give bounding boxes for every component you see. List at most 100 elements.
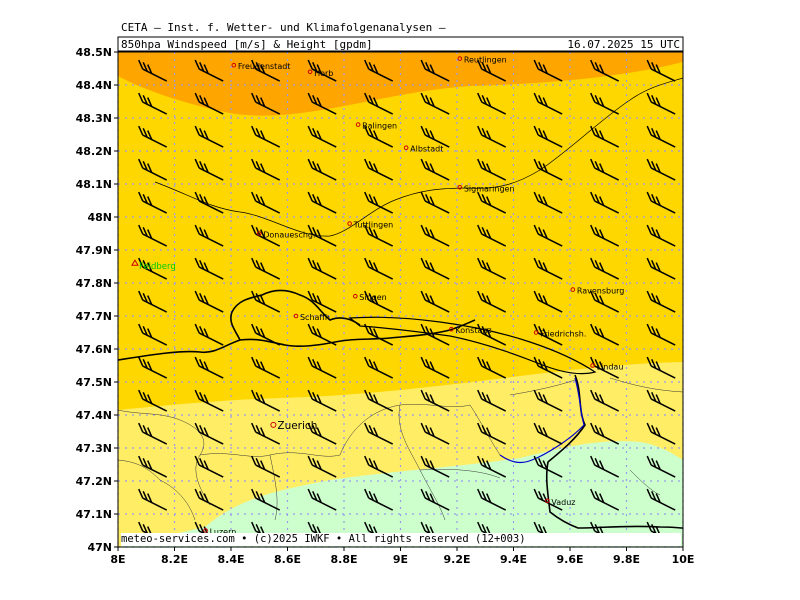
wind-barb <box>420 59 450 82</box>
wind-barb <box>420 125 450 148</box>
wind-barb <box>590 323 620 346</box>
wind-barb <box>590 290 620 313</box>
wind-barb <box>533 323 563 346</box>
wind-barb <box>364 389 394 412</box>
wind-barb <box>477 455 507 478</box>
lon-tick-label: 8.2E <box>161 553 188 566</box>
wind-barb <box>590 356 620 379</box>
city-marker: Donaueschg. <box>256 231 316 240</box>
wind-barb <box>307 59 337 82</box>
wind-barb <box>138 323 168 346</box>
city-label: Sigmaringen <box>464 184 515 193</box>
city-markers: Reutlingen Freudenstadt Horb Balingen Albsta… <box>131 56 624 537</box>
wind-barb <box>533 290 563 313</box>
wind-barb <box>533 455 563 478</box>
valid-time-label: 16.07.2025 15 UTC <box>567 38 680 51</box>
city-marker: Horb <box>307 69 333 78</box>
wind-barb <box>646 422 676 445</box>
wind-barb <box>307 257 337 280</box>
lat-tick-label: 47.1N <box>76 508 112 521</box>
wind-barb <box>477 389 507 412</box>
credit-footer: meteo-services.com • (c)2025 IWKF • All … <box>121 533 681 546</box>
wind-barb <box>194 389 224 412</box>
city-marker: Zuerich <box>270 420 317 432</box>
wind-barb <box>138 125 168 148</box>
lon-tick-label: 10E <box>672 553 695 566</box>
wind-barb <box>477 92 507 115</box>
lat-tick-label: 47.4N <box>76 409 112 422</box>
wind-barb <box>533 158 563 181</box>
city-marker: Lindau <box>590 363 624 372</box>
wind-barb <box>533 125 563 148</box>
wind-barb <box>307 92 337 115</box>
wind-barb <box>533 422 563 445</box>
header-box <box>117 36 684 52</box>
wind-barb <box>477 191 507 214</box>
city-marker: Reutlingen <box>457 56 507 65</box>
wind-barb <box>251 389 281 412</box>
wind-barb <box>477 488 507 511</box>
city-label: Freudenstadt <box>238 62 291 71</box>
lat-tick-label: 47.8N <box>76 277 112 290</box>
wind-barb <box>364 158 394 181</box>
wind-barb <box>646 290 676 313</box>
lat-tick-label: 48N <box>87 211 112 224</box>
lat-tick-label: 47.2N <box>76 475 112 488</box>
lat-tick-label: 48.2N <box>76 145 112 158</box>
summit-label: Feldberg <box>139 262 176 272</box>
city-label: Konstanz <box>455 326 491 335</box>
city-label: Reutlingen <box>464 56 507 65</box>
parameter-label: 850hpa Windspeed [m/s] & Height [gpdm] <box>121 38 373 51</box>
wind-barbs <box>138 59 676 544</box>
wind-barb <box>477 224 507 247</box>
wind-barb <box>590 158 620 181</box>
wind-barb <box>420 455 450 478</box>
wind-barb <box>477 158 507 181</box>
wind-barb <box>646 224 676 247</box>
wind-barb <box>138 224 168 247</box>
wind-barb <box>251 290 281 313</box>
lat-tick-label: 47.6N <box>76 343 112 356</box>
city-label: Lindau <box>597 363 624 372</box>
wind-barb <box>533 59 563 82</box>
wind-barb <box>138 488 168 511</box>
lon-tick-label: 8E <box>110 553 125 566</box>
city-marker: Sigmaringen <box>457 184 515 193</box>
wind-barb <box>420 290 450 313</box>
wind-barb <box>590 455 620 478</box>
wind-barb <box>194 455 224 478</box>
wind-barb <box>646 59 676 82</box>
wind-barb <box>194 257 224 280</box>
wind-barb <box>646 488 676 511</box>
wind-barb <box>646 257 676 280</box>
wind-barb <box>590 257 620 280</box>
borders-and-rivers <box>118 77 683 529</box>
wind-barb <box>533 356 563 379</box>
city-marker: Singen <box>353 293 387 302</box>
wind-barb <box>194 290 224 313</box>
wind-barb <box>420 422 450 445</box>
wind-barb <box>138 257 168 280</box>
wind-barb <box>364 191 394 214</box>
wind-barb <box>194 422 224 445</box>
city-marker: Balingen <box>355 122 397 131</box>
wind-barb <box>646 92 676 115</box>
city-label: Luzern <box>210 528 237 537</box>
wind-barb <box>138 290 168 313</box>
wind-barb <box>251 191 281 214</box>
city-marker: Luzern <box>203 528 237 537</box>
wind-barb <box>364 92 394 115</box>
wind-barb <box>533 191 563 214</box>
wind-barb <box>533 389 563 412</box>
city-label: Tuttlingen <box>353 221 394 230</box>
lat-tick-label: 47.7N <box>76 310 112 323</box>
wind-barb <box>533 488 563 511</box>
wind-barb <box>590 92 620 115</box>
wind-barb <box>307 323 337 346</box>
wind-barb <box>307 125 337 148</box>
wind-barb <box>307 488 337 511</box>
city-label: Friedrichsh. <box>540 330 586 339</box>
wind-barb <box>477 59 507 82</box>
wind-barb <box>194 191 224 214</box>
